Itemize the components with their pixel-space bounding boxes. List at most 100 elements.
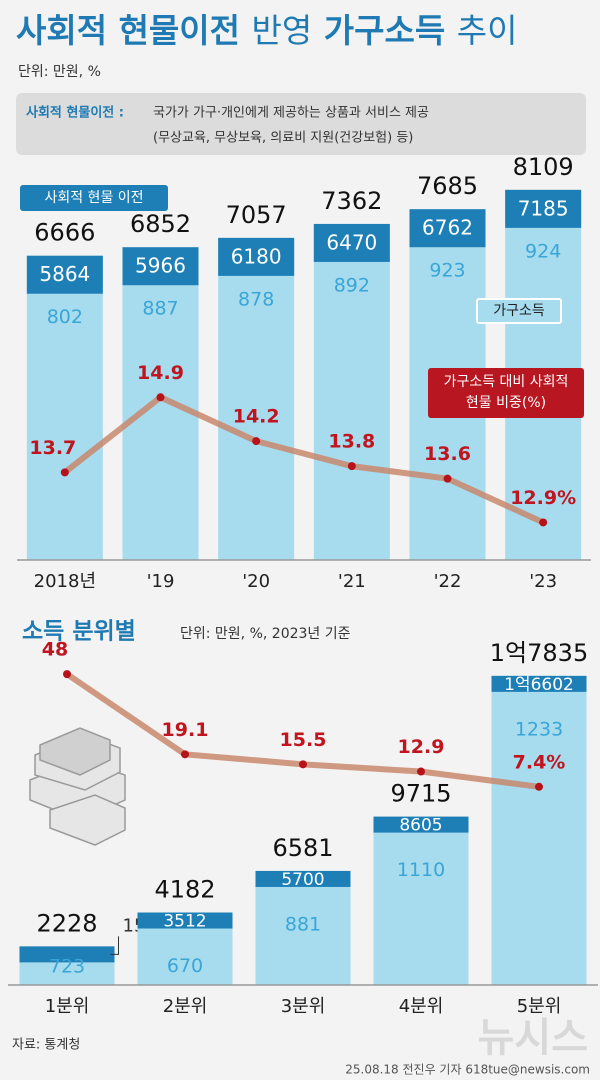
value-label: 1억6602	[504, 675, 574, 695]
chart-title: 소득 분위별	[22, 619, 136, 645]
point-label: 12.9%	[510, 487, 576, 509]
value-label: 7185	[518, 196, 569, 220]
value-box	[255, 870, 351, 887]
value-label: 892	[334, 274, 370, 296]
total-label: 6581	[272, 834, 333, 862]
total-label: 7362	[321, 187, 382, 215]
value-label: 881	[285, 913, 321, 935]
x-tick-label: '20	[242, 571, 270, 592]
title-part: 가구소득	[324, 11, 445, 50]
value-box	[218, 237, 295, 276]
bar	[26, 255, 103, 560]
value-box	[313, 223, 390, 262]
value-label: 6180	[231, 244, 282, 268]
point	[63, 670, 71, 679]
x-tick-label: 4분위	[399, 996, 444, 1017]
x-tick-label: '19	[147, 571, 175, 592]
total-label: 7685	[417, 172, 478, 200]
bar	[373, 816, 469, 985]
bar	[313, 223, 390, 560]
title-part: 사회적 현물이전	[16, 11, 240, 50]
bar	[218, 237, 295, 560]
title-part: 추이	[457, 11, 518, 50]
note-text: (무상교육, 무상보육, 의료비 지원(건강보험) 등)	[153, 131, 413, 146]
point	[60, 468, 69, 477]
value-label: 923	[429, 260, 465, 282]
point	[443, 474, 452, 483]
point-label: 12.9	[398, 736, 445, 758]
x-tick-label: 1분위	[45, 996, 90, 1017]
value-label: 5700	[281, 870, 324, 890]
total-label: 9715	[390, 780, 451, 808]
point-label: 14.9	[137, 362, 184, 384]
value-box	[505, 189, 582, 228]
point-label: 19.1	[162, 719, 209, 741]
total-label: 4182	[154, 876, 215, 904]
value-label: 924	[525, 240, 561, 262]
value-box	[373, 816, 469, 833]
point	[347, 462, 356, 471]
point	[299, 760, 307, 769]
bar	[255, 870, 351, 985]
value-label: 878	[238, 288, 274, 310]
value-box	[409, 209, 486, 248]
value-label: 670	[167, 955, 203, 977]
chart-subtitle: 단위: 만원, %, 2023년 기준	[180, 626, 351, 642]
point	[181, 750, 189, 759]
point-label: 13.6	[424, 443, 471, 465]
value-label: 5966	[135, 254, 186, 278]
value-box	[122, 247, 199, 286]
total-label: 6852	[130, 210, 191, 238]
value-label: 5864	[39, 262, 90, 286]
legend-item: 가구소득	[476, 298, 562, 324]
credit: 25.08.18 전진우 기자 618tue@newsis.com	[345, 1063, 590, 1077]
x-tick-label: 5분위	[517, 996, 562, 1017]
unit: 단위: 만원, %	[18, 64, 101, 80]
point-label: 15.5	[280, 729, 327, 751]
total-label: 1억7835	[490, 639, 588, 667]
x-tick-label: '21	[338, 571, 366, 592]
point-label: 13.7	[29, 437, 76, 459]
note-box	[16, 93, 586, 155]
value-label: 8605	[399, 816, 442, 836]
point-label: 7.4%	[513, 751, 566, 773]
value-label: 6470	[326, 230, 377, 254]
x-tick-label: 2분위	[163, 996, 208, 1017]
value-box	[19, 946, 115, 963]
point	[252, 437, 261, 446]
value-label: 1110	[397, 859, 445, 881]
value-label: 887	[142, 298, 178, 320]
value-box	[137, 912, 233, 929]
total-label: 2228	[36, 909, 97, 937]
money-illustration	[29, 727, 126, 846]
note-text: 국가가 가구·개인에게 제공하는 상품과 서비스 제공	[153, 106, 429, 121]
value-box	[26, 255, 103, 294]
value-label: 3512	[163, 912, 206, 932]
x-tick-label: '23	[529, 571, 557, 592]
x-tick-label: 2018년	[34, 571, 96, 592]
legend-item: 사회적 현물 이전	[20, 185, 168, 211]
value-label: 1233	[515, 718, 563, 740]
value-label: 723	[49, 956, 85, 978]
point-label: 14.2	[233, 406, 280, 428]
value-label: 6762	[422, 216, 473, 240]
bar	[122, 247, 199, 560]
leader-line	[110, 936, 119, 955]
source: 자료: 통계청	[12, 1038, 80, 1053]
point-label: 13.8	[328, 431, 375, 453]
point	[539, 518, 548, 527]
x-tick-label: '22	[434, 571, 462, 592]
line	[62, 393, 545, 526]
bar	[491, 675, 587, 985]
total-label: 6666	[34, 219, 95, 247]
title: 사회적 현물이전 반영 가구소득 추이	[16, 11, 517, 50]
point	[156, 393, 165, 402]
title-part: 반영	[252, 11, 313, 50]
logo: 뉴시스	[478, 1015, 588, 1061]
total-label: 8109	[513, 153, 574, 181]
value-box	[491, 675, 587, 692]
x-tick-label: 3분위	[281, 996, 326, 1017]
point-label: 48	[42, 639, 68, 661]
